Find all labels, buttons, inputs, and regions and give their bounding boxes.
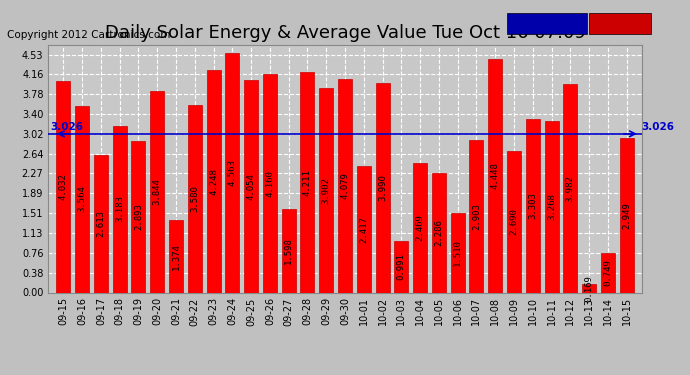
Text: 0.169: 0.169	[584, 274, 593, 302]
Text: Average  ($): Average ($)	[516, 19, 578, 28]
Bar	[357, 166, 371, 292]
Bar	[507, 152, 521, 292]
Text: 3.844: 3.844	[152, 178, 161, 205]
Bar	[75, 106, 89, 292]
Text: 4.160: 4.160	[266, 170, 275, 197]
Text: 2.949: 2.949	[622, 202, 631, 229]
Bar	[112, 126, 127, 292]
Bar	[131, 141, 146, 292]
Title: Daily Solar Energy & Average Value Tue Oct 16 07:09: Daily Solar Energy & Average Value Tue O…	[105, 24, 585, 42]
Bar	[263, 74, 277, 292]
Text: 2.690: 2.690	[509, 209, 518, 236]
Bar	[188, 105, 201, 292]
Bar	[526, 119, 540, 292]
Bar	[150, 91, 164, 292]
Bar	[544, 121, 559, 292]
Text: 4.079: 4.079	[340, 172, 350, 199]
Bar	[226, 53, 239, 292]
Text: 3.990: 3.990	[378, 174, 387, 201]
Bar	[601, 253, 615, 292]
Bar	[620, 138, 633, 292]
Bar	[413, 163, 427, 292]
Text: 0.991: 0.991	[397, 253, 406, 280]
Bar	[244, 80, 258, 292]
Text: 2.417: 2.417	[359, 216, 368, 243]
Text: 1.374: 1.374	[172, 243, 181, 270]
Text: 4.032: 4.032	[59, 173, 68, 200]
Text: Copyright 2012 Cartronics.com: Copyright 2012 Cartronics.com	[7, 30, 170, 40]
Bar	[206, 70, 221, 292]
Text: 4.448: 4.448	[491, 162, 500, 189]
Text: 3.902: 3.902	[322, 177, 331, 204]
Bar	[57, 81, 70, 292]
Text: 3.982: 3.982	[566, 175, 575, 201]
Bar	[432, 172, 446, 292]
Bar	[394, 240, 408, 292]
Text: 3.564: 3.564	[77, 186, 87, 213]
Text: 0.749: 0.749	[603, 260, 613, 286]
Bar	[563, 84, 578, 292]
Text: 2.613: 2.613	[97, 210, 106, 237]
Text: 4.054: 4.054	[246, 173, 255, 200]
Text: 3.580: 3.580	[190, 185, 199, 212]
Text: 3.268: 3.268	[547, 194, 556, 220]
Bar	[169, 220, 183, 292]
Bar	[489, 59, 502, 292]
Text: 2.903: 2.903	[472, 203, 481, 230]
Text: Daily  ($): Daily ($)	[596, 19, 643, 28]
Text: 2.469: 2.469	[415, 214, 424, 241]
Text: 4.248: 4.248	[209, 168, 218, 195]
Text: 1.510: 1.510	[453, 240, 462, 266]
Text: 3.026: 3.026	[50, 122, 83, 132]
Text: 1.598: 1.598	[284, 237, 293, 264]
Text: 2.893: 2.893	[134, 203, 143, 230]
Bar	[451, 213, 464, 292]
Text: 4.211: 4.211	[303, 169, 312, 195]
Bar	[375, 83, 390, 292]
Bar	[94, 156, 108, 292]
Text: 3.303: 3.303	[529, 192, 538, 219]
Bar	[282, 209, 296, 292]
Bar	[469, 140, 484, 292]
Text: 2.286: 2.286	[435, 219, 444, 246]
Bar	[338, 79, 352, 292]
Text: 3.026: 3.026	[642, 122, 675, 132]
Bar	[582, 284, 596, 292]
Text: 4.563: 4.563	[228, 159, 237, 186]
Bar	[319, 88, 333, 292]
Bar	[300, 72, 315, 292]
Text: 3.183: 3.183	[115, 196, 124, 222]
